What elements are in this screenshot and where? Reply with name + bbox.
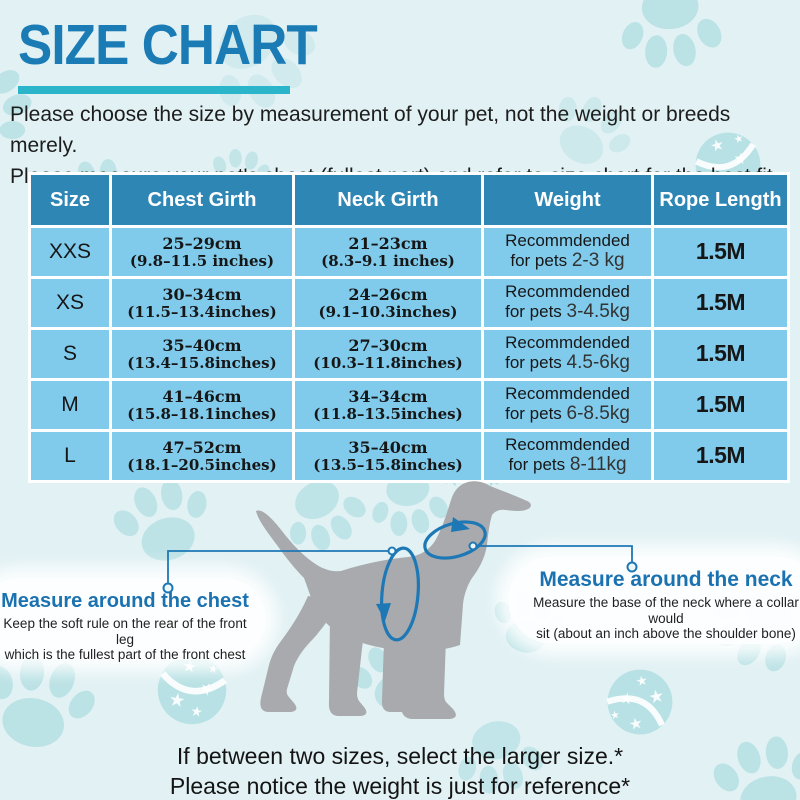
weight-range: 6-8.5kg bbox=[566, 402, 630, 424]
weight-text-2: for pets bbox=[508, 454, 566, 474]
size-cell: XS bbox=[31, 279, 109, 327]
weight-range-line: for pets 6-8.5kg bbox=[505, 402, 630, 425]
weight-cell: Recommdended for pets 8-11kg bbox=[484, 432, 651, 480]
weight-range: 4.5-6kg bbox=[566, 351, 630, 373]
chest-annotation-body-line-1: Keep the soft rule on the rear of the fr… bbox=[3, 616, 247, 647]
rope-length-cell: 1.5M bbox=[654, 228, 787, 276]
rope-length-cell: 1.5M bbox=[654, 432, 787, 480]
weight-cell: Recommdended for pets 2-3 kg bbox=[484, 228, 651, 276]
header-cell-weight: Weight bbox=[484, 175, 651, 225]
neck-cm: 27–30cm bbox=[348, 335, 428, 355]
chest-inches: (9.8–11.5 inches) bbox=[129, 251, 275, 270]
chest-annotation: Measure around the chest Keep the soft r… bbox=[0, 590, 250, 663]
weight-range: 3-4.5kg bbox=[566, 300, 630, 322]
chest-annotation-body-line-2: which is the fullest part of the front c… bbox=[4, 647, 246, 662]
dog-silhouette bbox=[256, 481, 531, 719]
neck-inches: (10.3–11.8inches) bbox=[313, 353, 463, 372]
weight-range-line: for pets 3-4.5kg bbox=[505, 300, 630, 323]
size-table: Size Chest Girth Neck Girth Weight Rope … bbox=[28, 172, 790, 483]
header-cell-size: Size bbox=[31, 175, 109, 225]
dog-ear bbox=[455, 488, 483, 538]
chest-annotation-title: Measure around the chest bbox=[1, 590, 249, 612]
neck-girth-cell: 34–34cm (11.8–13.5inches) bbox=[295, 381, 481, 429]
neck-inches: (13.5–15.8inches) bbox=[313, 455, 463, 474]
neck-girth-cell: 21–23cm (8.3–9.1 inches) bbox=[295, 228, 481, 276]
size-cell: XXS bbox=[31, 228, 109, 276]
weight-text: Recommdended bbox=[505, 435, 630, 455]
rope-length-cell: 1.5M bbox=[654, 279, 787, 327]
weight-range: 2-3 kg bbox=[571, 249, 625, 271]
weight-text-2: for pets bbox=[505, 403, 562, 423]
footer-line-2: Please notice the weight is just for ref… bbox=[169, 772, 631, 799]
neck-annotation: Measure around the neck Measure the base… bbox=[520, 568, 800, 642]
size-cell: S bbox=[31, 330, 109, 378]
chest-girth-cell: 41–46cm (15.8–18.1inches) bbox=[112, 381, 292, 429]
neck-measure-arrow-icon bbox=[451, 517, 470, 532]
size-cell: L bbox=[31, 432, 109, 480]
chest-inches: (11.5–13.4inches) bbox=[127, 302, 277, 321]
neck-inches: (9.1–10.3inches) bbox=[318, 302, 458, 321]
header-cell-rope-length: Rope Length bbox=[654, 175, 787, 225]
chest-inches: (13.4–15.8inches) bbox=[127, 353, 277, 372]
neck-annotation-body: Measure the base of the neck where a col… bbox=[520, 595, 800, 642]
neck-annotation-title: Measure around the neck bbox=[539, 568, 793, 591]
weight-range-line: for pets 4.5-6kg bbox=[505, 351, 630, 374]
neck-annotation-body-line-1: Measure the base of the neck where a col… bbox=[533, 595, 799, 626]
weight-text: Recommdended bbox=[505, 384, 630, 404]
weight-cell: Recommdended for pets 3-4.5kg bbox=[484, 279, 651, 327]
chest-girth-cell: 47–52cm (18.1–20.5inches) bbox=[112, 432, 292, 480]
title-underline bbox=[18, 86, 290, 94]
neck-girth-cell: 35–40cm (13.5–15.8inches) bbox=[295, 432, 481, 480]
neck-girth-cell: 24–26cm (9.1–10.3inches) bbox=[295, 279, 481, 327]
neck-cm: 35–40cm bbox=[348, 437, 428, 457]
neck-cm: 24–26cm bbox=[348, 284, 428, 304]
weight-text-2: for pets bbox=[505, 301, 562, 321]
weight-text: Recommdended bbox=[505, 282, 630, 302]
chest-girth-cell: 25–29cm (9.8–11.5 inches) bbox=[112, 228, 292, 276]
neck-inches: (8.3–9.1 inches) bbox=[321, 251, 455, 270]
chest-girth-cell: 30–34cm (11.5–13.4inches) bbox=[112, 279, 292, 327]
intro-line-1: Please choose the size by measurement of… bbox=[10, 103, 731, 157]
page-title: SIZE CHART bbox=[18, 13, 318, 77]
neck-inches: (11.8–13.5inches) bbox=[313, 404, 463, 423]
chest-measure-ellipse bbox=[380, 546, 420, 642]
chest-girth-cell: 35–40cm (13.4–15.8inches) bbox=[112, 330, 292, 378]
size-cell: M bbox=[31, 381, 109, 429]
chest-inches: (18.1–20.5inches) bbox=[127, 455, 277, 474]
weight-cell: Recommdended for pets 6-8.5kg bbox=[484, 381, 651, 429]
neck-annotation-body-line-2: sit (about an inch above the shoulder bo… bbox=[536, 626, 796, 641]
chest-cm: 30–34cm bbox=[162, 284, 242, 304]
weight-text-2: for pets bbox=[510, 250, 568, 270]
weight-range-line: for pets 2-3 kg bbox=[510, 249, 625, 272]
neck-cm: 34–34cm bbox=[348, 386, 428, 406]
weight-text-2: for pets bbox=[505, 352, 562, 372]
footer-line-1: If between two sizes, select the larger … bbox=[176, 743, 624, 769]
chest-inches: (15.8–18.1inches) bbox=[127, 404, 277, 423]
header-cell-neck-girth: Neck Girth bbox=[295, 175, 481, 225]
footer-notes: If between two sizes, select the larger … bbox=[0, 742, 800, 800]
chest-cm: 25–29cm bbox=[162, 233, 242, 253]
chest-cm: 47–52cm bbox=[162, 437, 242, 457]
chest-cm: 41–46cm bbox=[162, 386, 242, 406]
weight-range-line: for pets 8-11kg bbox=[508, 453, 627, 476]
rope-length-cell: 1.5M bbox=[654, 381, 787, 429]
weight-text: Recommdended bbox=[505, 231, 630, 251]
neck-measure-ellipse bbox=[423, 520, 487, 560]
chest-annotation-body: Keep the soft rule on the rear of the fr… bbox=[0, 616, 250, 663]
chest-cm: 35–40cm bbox=[162, 335, 242, 355]
rope-length-cell: 1.5M bbox=[654, 330, 787, 378]
chest-measure-arrow-icon bbox=[376, 603, 391, 621]
weight-cell: Recommdended for pets 4.5-6kg bbox=[484, 330, 651, 378]
weight-text: Recommdended bbox=[505, 333, 630, 353]
header-cell-chest-girth: Chest Girth bbox=[112, 175, 292, 225]
neck-girth-cell: 27–30cm (10.3–11.8inches) bbox=[295, 330, 481, 378]
neck-cm: 21–23cm bbox=[348, 233, 428, 253]
weight-range: 8-11kg bbox=[569, 453, 627, 475]
